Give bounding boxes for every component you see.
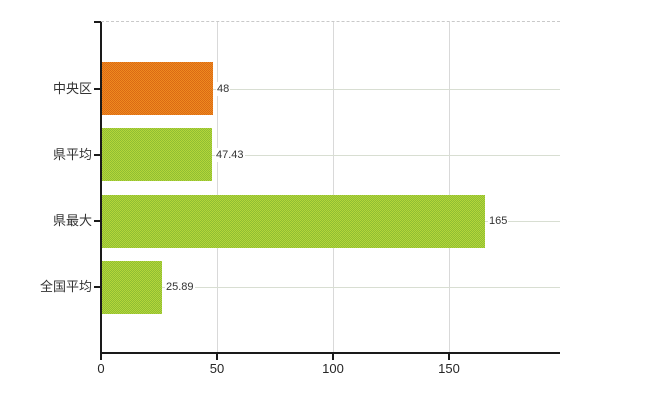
row-gridline	[102, 287, 560, 288]
y-axis-top-tick	[94, 21, 101, 23]
x-axis-line	[100, 352, 560, 354]
category-label: 県最大	[52, 213, 92, 228]
row-gridline	[102, 89, 560, 90]
x-tick-label: 150	[438, 361, 460, 376]
category-tick	[94, 154, 100, 156]
vertical-gridline	[333, 22, 334, 352]
vertical-gridline	[217, 22, 218, 352]
x-tick-label: 100	[322, 361, 344, 376]
bar	[102, 195, 485, 248]
category-label: 全国平均	[39, 279, 92, 294]
category-tick	[94, 220, 100, 222]
x-tick-label: 50	[209, 361, 225, 376]
bar	[102, 62, 213, 115]
bar-value-label: 165	[488, 214, 509, 228]
bar-value-label: 47.43	[215, 148, 245, 162]
category-tick	[94, 88, 100, 90]
bar	[102, 128, 212, 181]
bar-value-label: 48	[216, 82, 231, 96]
bar-value-label: 25.89	[165, 280, 195, 294]
category-label: 県平均	[52, 147, 92, 162]
bar	[102, 261, 162, 314]
plot-top-border	[101, 21, 560, 22]
category-label: 中央区	[52, 81, 92, 96]
row-gridline	[102, 155, 560, 156]
y-axis-line	[100, 22, 102, 354]
x-axis-tick	[216, 354, 218, 360]
x-axis-tick	[332, 354, 334, 360]
x-axis-tick	[448, 354, 450, 360]
x-axis-tick	[100, 354, 102, 360]
vertical-gridline	[449, 22, 450, 352]
category-tick	[94, 286, 100, 288]
x-tick-label: 0	[97, 361, 105, 376]
